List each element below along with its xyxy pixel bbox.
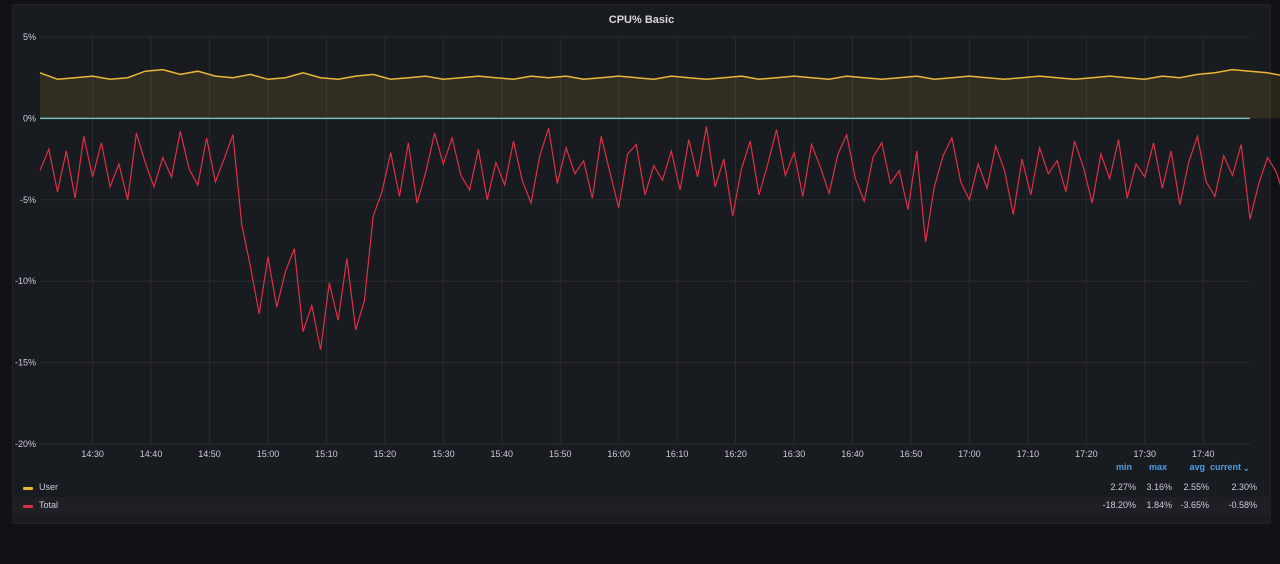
x-tick-label: 17:00 [958, 449, 981, 459]
x-tick-label: 15:50 [549, 449, 572, 459]
legend-series-name[interactable]: Total [39, 500, 59, 510]
legend-swatch-user[interactable] [23, 487, 33, 490]
x-tick-label: 17:20 [1075, 449, 1098, 459]
y-tick-label: -20% [15, 439, 36, 449]
legend-header-avg[interactable]: avg [1189, 462, 1205, 472]
x-tick-label: 17:30 [1134, 449, 1157, 459]
legend-swatch-total[interactable] [23, 505, 33, 508]
y-tick-label: 5% [23, 32, 36, 42]
legend-min-value: 2.27% [1110, 482, 1136, 492]
series-total-line [39, 126, 1280, 350]
x-tick-label: 16:30 [783, 449, 806, 459]
cpu-line-chart: 5% 0% -5% -10% -15% -20% 14:30 14:40 14:50 15:00 1… [15, 32, 1280, 459]
y-tick-label: 0% [23, 113, 36, 123]
legend-current-value: -0.58% [1228, 500, 1257, 510]
x-tick-label: 15:20 [374, 449, 397, 459]
x-tick-label: 16:50 [900, 449, 923, 459]
x-tick-label: 16:40 [841, 449, 864, 459]
y-tick-label: -15% [15, 358, 36, 368]
x-tick-label: 16:00 [607, 449, 630, 459]
graph-panel: CPU% Basic [12, 4, 1271, 524]
legend-current-value: 2.30% [1231, 482, 1257, 492]
x-tick-label: 17:40 [1192, 449, 1215, 459]
legend-header-current[interactable]: current [1209, 462, 1241, 472]
x-tick-label: 15:30 [432, 449, 455, 459]
legend-row-total[interactable]: Total -18.20% 1.84% -3.65% -0.58% [12, 497, 1269, 515]
x-tick-label: 14:40 [140, 449, 163, 459]
x-tick-label: 15:00 [257, 449, 280, 459]
legend-avg-value: 2.55% [1183, 482, 1209, 492]
legend-max-value: 1.84% [1146, 500, 1172, 510]
series-user-area [40, 69, 1280, 119]
x-tick-label: 16:20 [724, 449, 747, 459]
legend-max-value: 3.16% [1146, 482, 1172, 492]
x-tick-label: 15:10 [315, 449, 338, 459]
legend-min-value: -18.20% [1102, 500, 1136, 510]
y-tick-label: -5% [20, 195, 36, 205]
panel-title[interactable]: CPU% Basic [608, 14, 675, 26]
legend-series-name[interactable]: User [39, 482, 59, 492]
legend-header-min[interactable]: min [1115, 462, 1132, 472]
legend-header-max[interactable]: max [1148, 462, 1167, 472]
x-tick-label: 16:10 [666, 449, 689, 459]
y-tick-label: -10% [15, 276, 36, 286]
legend-row-user[interactable]: User 2.27% 3.16% 2.55% 2.30% [12, 479, 1269, 497]
chevron-down-icon[interactable]: ⌄ [1242, 463, 1250, 473]
x-tick-label: 17:10 [1017, 449, 1040, 459]
legend-avg-value: -3.65% [1180, 500, 1209, 510]
x-tick-label: 14:50 [198, 449, 221, 459]
x-tick-label: 15:40 [491, 449, 514, 459]
x-tick-label: 14:30 [81, 449, 104, 459]
series-user-line [39, 68, 1280, 81]
